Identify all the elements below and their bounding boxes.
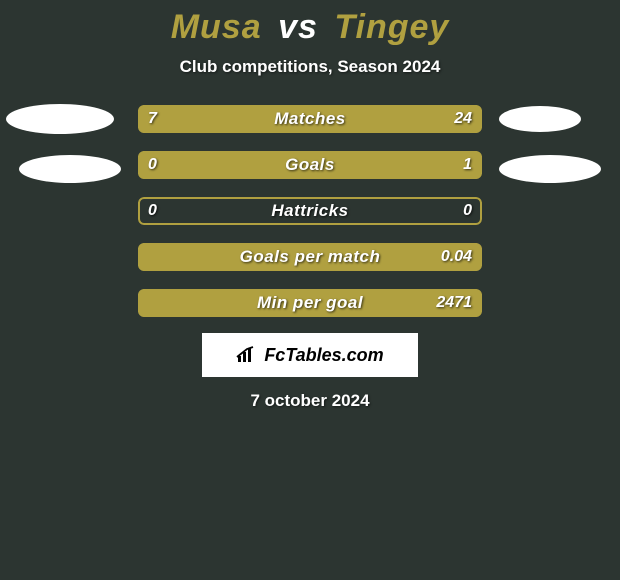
date-line: 7 october 2024 xyxy=(0,391,620,411)
subtitle: Club competitions, Season 2024 xyxy=(0,57,620,77)
side-ellipse-right xyxy=(499,106,581,132)
chart-icon xyxy=(236,346,258,364)
side-ellipse-right xyxy=(499,155,601,183)
stat-row: 0.04Goals per match xyxy=(0,243,620,271)
title-vs: vs xyxy=(278,8,318,46)
bar-label: Goals xyxy=(138,151,482,179)
stat-bar: 00Hattricks xyxy=(138,197,482,225)
side-ellipse-left xyxy=(6,104,114,134)
brand-box: FcTables.com xyxy=(202,333,418,377)
title-player2: Tingey xyxy=(334,8,449,46)
stat-row: 01Goals xyxy=(0,151,620,179)
bar-label: Goals per match xyxy=(138,243,482,271)
stat-row: 00Hattricks xyxy=(0,197,620,225)
title-player1: Musa xyxy=(171,8,262,46)
stat-bar: 2471Min per goal xyxy=(138,289,482,317)
bar-label: Min per goal xyxy=(138,289,482,317)
comparison-infographic: Musa vs Tingey Club competitions, Season… xyxy=(0,0,620,411)
side-ellipse-left xyxy=(19,155,121,183)
stat-bar: 0.04Goals per match xyxy=(138,243,482,271)
stat-row: 724Matches xyxy=(0,105,620,133)
stat-rows: 724Matches 01Goals 00Hattricks 0.04Goals pe… xyxy=(0,105,620,317)
page-title: Musa vs Tingey xyxy=(0,8,620,47)
brand-text: FcTables.com xyxy=(264,345,383,366)
bar-label: Matches xyxy=(138,105,482,133)
bar-label: Hattricks xyxy=(138,197,482,225)
stat-row: 2471Min per goal xyxy=(0,289,620,317)
stat-bar: 724Matches xyxy=(138,105,482,133)
stat-bar: 01Goals xyxy=(138,151,482,179)
